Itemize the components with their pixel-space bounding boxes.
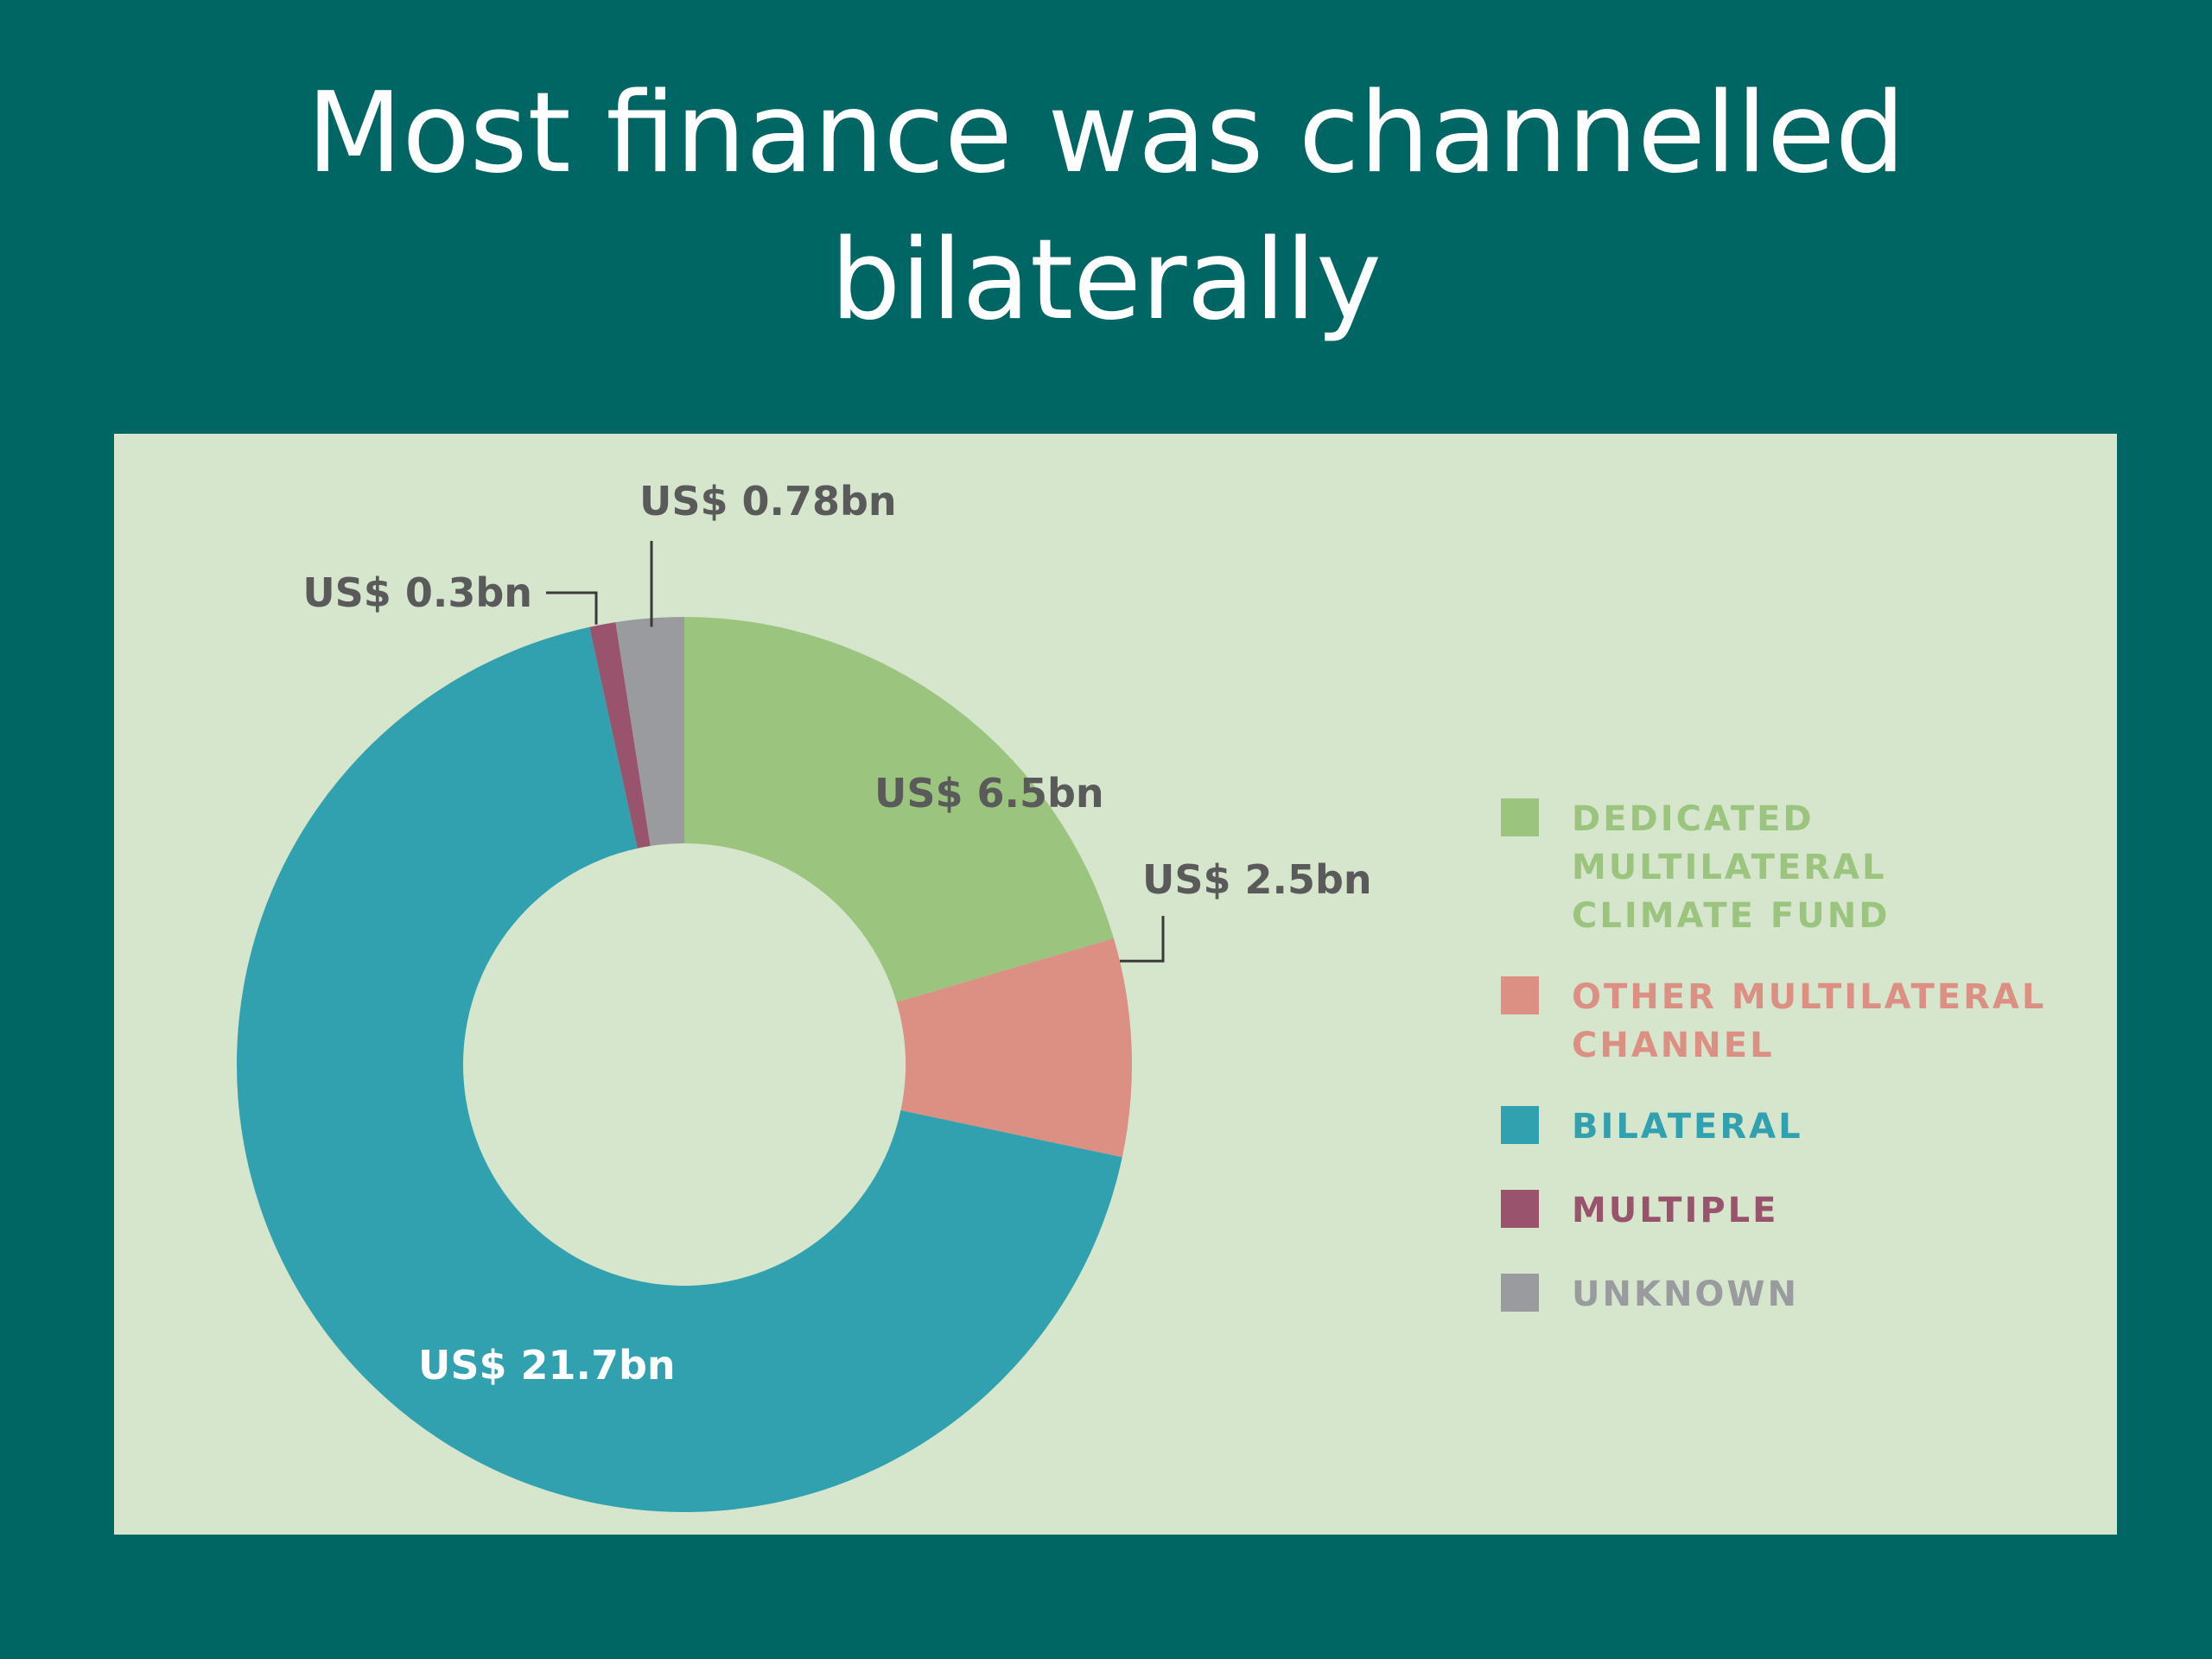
legend-swatch-unknown bbox=[1501, 1274, 1539, 1312]
donut-slice-multiple bbox=[589, 622, 651, 849]
slide-title: Most finance was channelled bilaterally bbox=[0, 60, 2212, 354]
slide-title-line-1: Most finance was channelled bbox=[307, 69, 1905, 198]
data-label-bilateral: US$ 21.7bn bbox=[418, 1342, 676, 1389]
legend-label-unknown: UNKNOWN bbox=[1572, 1274, 1800, 1314]
donut-chart: US$ 6.5bn US$ 2.5bn US$ 21.7bn US$ 0.3bn US$… bbox=[237, 478, 1372, 1512]
legend-item-dedicated-multilateral-climate-fund: DEDICATED MULTILATERAL CLIMATE FUND bbox=[1501, 795, 2142, 940]
donut-slice-dedicated-multilateral-climate-fund bbox=[684, 617, 1115, 1002]
donut-slice-bilateral bbox=[237, 626, 1122, 1512]
legend-label-multiple: MULTIPLE bbox=[1572, 1191, 1779, 1230]
data-label-unknown: US$ 0.78bn bbox=[639, 478, 897, 524]
legend-label-line-1: DEDICATED MULTILATERAL bbox=[1572, 799, 1887, 887]
legend-label-line-1: OTHER MULTILATERAL bbox=[1572, 977, 2047, 1017]
legend-label-line-2: CLIMATE FUND bbox=[1572, 896, 1891, 936]
slide-title-line-2: bilaterally bbox=[830, 216, 1382, 345]
chart-legend: DEDICATED MULTILATERAL CLIMATE FUND OTHE… bbox=[1501, 795, 2142, 1319]
donut-slice-unknown bbox=[615, 617, 684, 847]
donut-slice-other-multilateral-channel bbox=[896, 938, 1132, 1158]
legend-swatch-bilateral bbox=[1501, 1106, 1539, 1144]
legend-item-other-multilateral-channel: OTHER MULTILATERAL CHANNEL bbox=[1501, 973, 2142, 1070]
legend-item-multiple: MULTIPLE bbox=[1501, 1186, 2142, 1235]
legend-item-unknown: UNKNOWN bbox=[1501, 1270, 2142, 1319]
legend-label-dedicated-multilateral-climate-fund: DEDICATED MULTILATERAL CLIMATE FUND bbox=[1572, 795, 2142, 940]
leader-line-other-multilateral-channel bbox=[1119, 916, 1165, 963]
legend-label-other-multilateral-channel: OTHER MULTILATERAL CHANNEL bbox=[1572, 973, 2142, 1070]
legend-swatch-other-multilateral-channel bbox=[1501, 976, 1539, 1014]
legend-item-bilateral: BILATERAL bbox=[1501, 1103, 2142, 1151]
legend-swatch-multiple bbox=[1501, 1190, 1539, 1228]
data-label-multiple: US$ 0.3bn bbox=[302, 569, 532, 616]
legend-label-bilateral: BILATERAL bbox=[1572, 1107, 1803, 1147]
legend-label-line-2: CHANNEL bbox=[1572, 1026, 1775, 1065]
chart-panel: US$ 6.5bn US$ 2.5bn US$ 21.7bn US$ 0.3bn US$… bbox=[114, 434, 2117, 1535]
legend-swatch-dedicated-multilateral-climate-fund bbox=[1501, 798, 1539, 836]
data-label-other-multilateral-channel: US$ 2.5bn bbox=[1142, 856, 1372, 903]
leader-line-multiple bbox=[546, 591, 598, 625]
data-label-dedicated-multilateral-climate-fund: US$ 6.5bn bbox=[874, 770, 1104, 817]
